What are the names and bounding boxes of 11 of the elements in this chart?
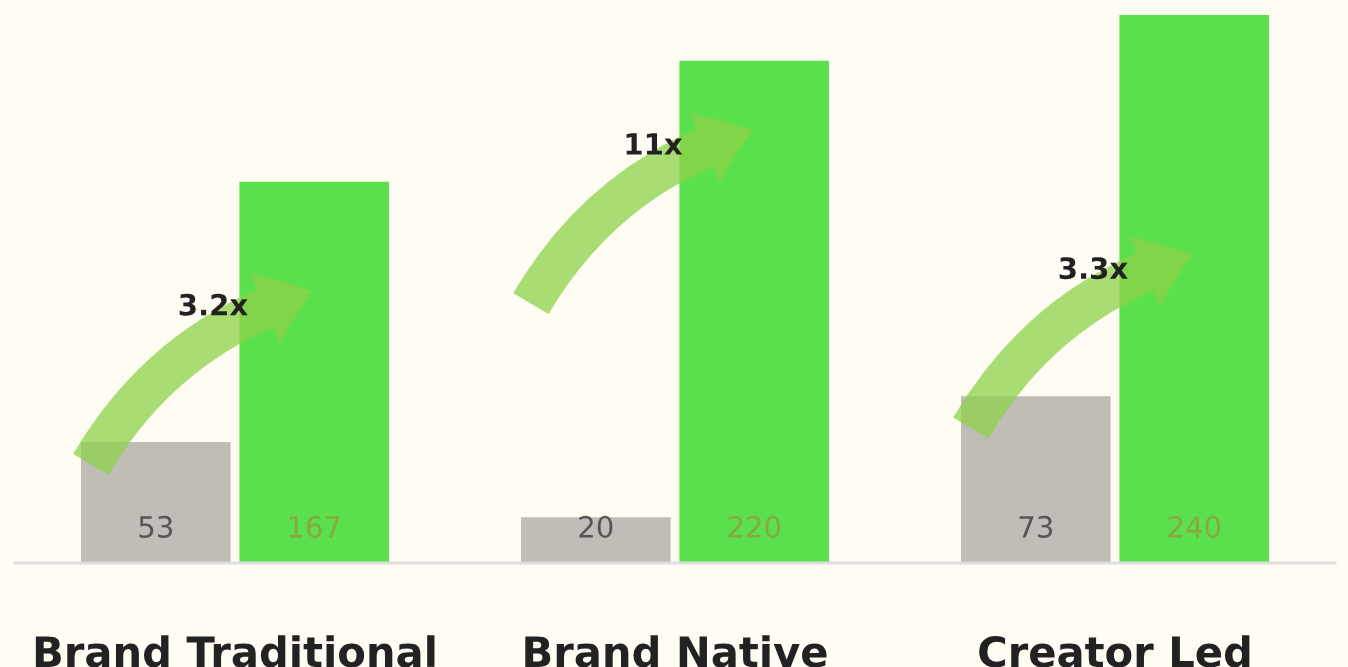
data-label: 73 [1019, 515, 1053, 538]
data-label: 20 [579, 515, 613, 538]
data-label: 53 [139, 515, 173, 538]
data-label: 240 [1168, 515, 1221, 538]
bar [81, 441, 231, 563]
bar [521, 517, 671, 563]
data-label: 220 [728, 515, 781, 538]
x-tick-label: Brand Native [525, 635, 827, 667]
x-tick-label: Creator Led [979, 635, 1250, 667]
data-label: 167 [289, 515, 340, 538]
x-tick-label: Brand Traditional [35, 635, 435, 667]
